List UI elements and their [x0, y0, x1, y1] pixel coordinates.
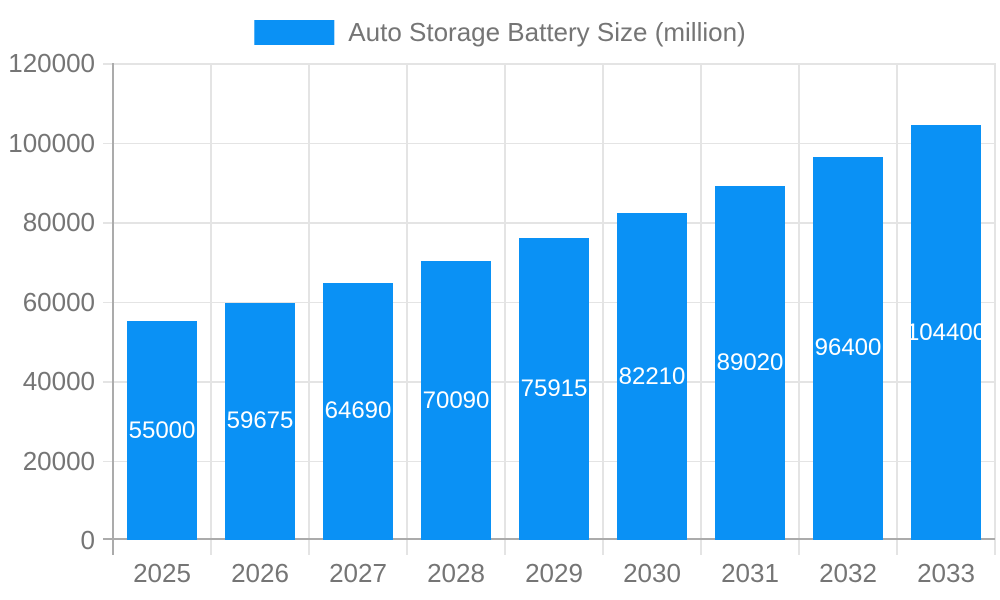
y-tick-label: 20000: [22, 445, 95, 476]
bar-2033: [911, 125, 981, 540]
legend-swatch-icon: [254, 20, 335, 45]
legend-label: Auto Storage Battery Size (million): [348, 17, 746, 47]
legend-item[interactable]: Auto Storage Battery Size (million): [254, 17, 746, 48]
plot-area: 55000 59675 64690 70090 75915 82210 89020 96400…: [103, 63, 996, 555]
v-gridline: [994, 63, 996, 555]
x-tick-label-2026: 2026: [231, 558, 289, 588]
h-gridline: [103, 63, 995, 65]
bar-2028: [421, 261, 491, 540]
v-gridline: [210, 63, 212, 555]
bar-2031: [715, 186, 785, 540]
bar-2030: [617, 213, 687, 540]
bar-2027: [323, 282, 393, 540]
v-gridline: [602, 63, 604, 555]
x-tick-label-2025: 2025: [133, 558, 191, 588]
v-gridline: [896, 63, 898, 555]
bar-2026: [225, 302, 295, 540]
bar-2032: [813, 156, 883, 540]
y-tick-label: 100000: [8, 127, 95, 158]
y-tick-label: 40000: [22, 366, 95, 396]
v-gridline: [504, 63, 506, 555]
x-tick-label-2030: 2030: [623, 558, 681, 588]
y-axis-line: [112, 63, 114, 555]
v-gridline: [700, 63, 702, 555]
v-gridline: [406, 63, 408, 555]
h-gridline: [103, 142, 995, 144]
y-tick-label: 120000: [8, 48, 95, 78]
x-tick-label-2027: 2027: [329, 558, 387, 588]
bar-2025: [127, 321, 197, 540]
v-gridline: [798, 63, 800, 555]
y-tick-label: 0: [80, 525, 95, 555]
y-tick-label: 80000: [22, 207, 95, 237]
h-gridline: [103, 222, 995, 224]
x-tick-label-2029: 2029: [525, 558, 583, 588]
bar-2029: [519, 238, 589, 540]
x-tick-label-2032: 2032: [819, 558, 877, 588]
x-tick-label-2033: 2033: [917, 558, 975, 588]
v-gridline: [308, 63, 310, 555]
x-tick-label-2028: 2028: [427, 558, 485, 588]
y-tick-label: 60000: [22, 286, 95, 317]
x-tick-label-2031: 2031: [721, 558, 779, 588]
